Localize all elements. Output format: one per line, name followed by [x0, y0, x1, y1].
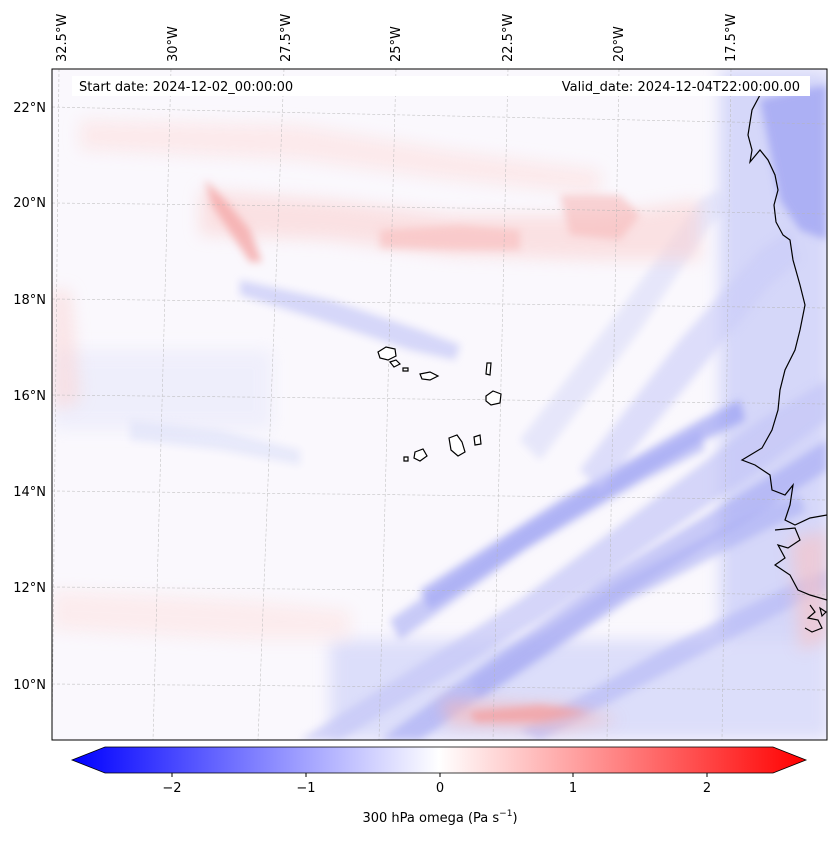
- omega-field: [52, 69, 827, 740]
- colorbar-label-end: ): [512, 811, 517, 826]
- african-coastline: [740, 94, 827, 633]
- start-date-label: Start date: 2024-12-02_00:00:00: [79, 80, 293, 95]
- cb-tick-label: 0: [436, 781, 444, 796]
- cb-tick-label: 2: [703, 781, 711, 796]
- cb-tick-label: 1: [569, 781, 577, 796]
- valid-date-label: Valid_date: 2024-12-04T22:00:00.00: [562, 80, 800, 95]
- lat-label: 10°N: [13, 678, 46, 693]
- lon-label: 30°W: [166, 26, 181, 62]
- cb-tick-label: −2: [162, 781, 181, 796]
- cape-verde-islands: [377, 346, 502, 462]
- lon-label: 20°W: [612, 26, 627, 62]
- graticule: [52, 69, 827, 740]
- map-frame: [51, 68, 828, 741]
- colorbar-ticks: [171, 773, 708, 777]
- header-box: [72, 76, 810, 96]
- lon-label: 22.5°W: [501, 14, 516, 62]
- cb-tick-label: −1: [296, 781, 315, 796]
- longitude-labels: 32.5°W 30°W 27.5°W 25°W 22.5°W 20°W 17.5…: [55, 14, 739, 62]
- colorbar: −2 −1 0 1 2 300 hPa omega (Pa s−1): [70, 746, 808, 826]
- lat-label: 14°N: [13, 485, 46, 500]
- lon-label: 17.5°W: [724, 14, 739, 62]
- map-panel: [52, 69, 827, 740]
- lon-label: 32.5°W: [55, 14, 70, 62]
- colorbar-label-sup: −1: [499, 809, 512, 819]
- colorbar-label-main: 300 hPa omega (Pa s: [362, 811, 499, 826]
- lat-label: 16°N: [13, 389, 46, 404]
- colorbar-label: 300 hPa omega (Pa s−1): [362, 809, 517, 826]
- lon-label: 27.5°W: [279, 14, 294, 62]
- lat-label: 20°N: [13, 196, 46, 211]
- lon-label: 25°W: [389, 26, 404, 62]
- colorbar-body: [70, 746, 808, 774]
- lat-label: 22°N: [13, 101, 46, 116]
- latitude-labels: 22°N 20°N 18°N 16°N 14°N 12°N 10°N: [13, 101, 46, 693]
- lat-label: 12°N: [13, 581, 46, 596]
- lat-label: 18°N: [13, 293, 46, 308]
